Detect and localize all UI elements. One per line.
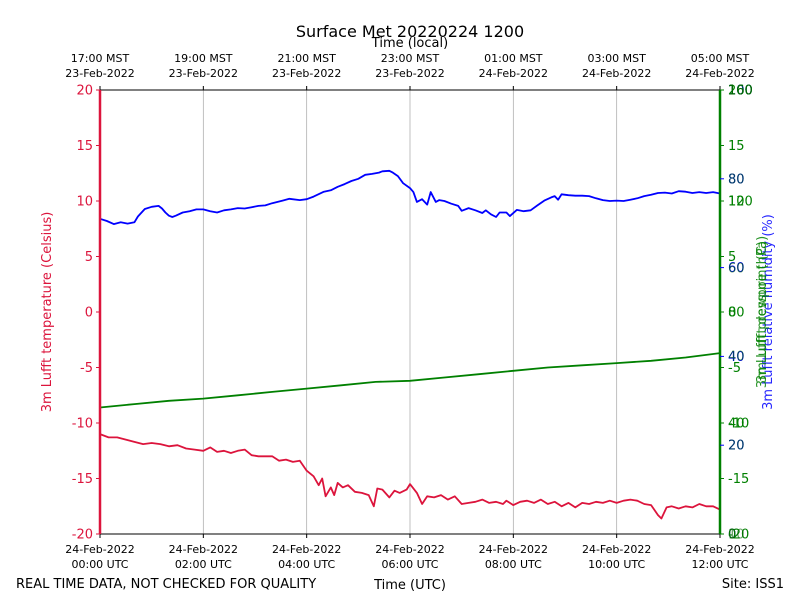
x-tick-label-date: 24-Feb-2022	[375, 543, 444, 556]
y-right-pressure-tick-label: 40	[728, 417, 745, 432]
y-right-overlap-tick-label: 0	[728, 528, 736, 543]
y-axis-right: -20-15-10-505101520020406080100040801201…	[718, 84, 776, 543]
y-right-dewpoint-tick-label: 15	[728, 139, 745, 154]
y-right-dewpoint-tick-label: 10	[728, 195, 745, 210]
x-tick-label-time: 12:00 UTC	[691, 558, 748, 571]
x-axis-utc: 24-Feb-2022 00:00 UTC 24-Feb-2022 02:00 UTC…	[65, 534, 755, 571]
y-left-tick-label: 0	[85, 306, 93, 321]
x-top-tick-label-date: 23-Feb-2022	[169, 67, 238, 80]
y-right-dewpoint-tick-label: 20	[728, 84, 745, 99]
y-axis-temperature: -20 -15 -10 -5 0 5 10 15 20 3m Lufft temperature …	[40, 84, 102, 543]
x-tick-label-time: 04:00 UTC	[278, 558, 335, 571]
y-left-tick-label: 10	[76, 195, 93, 210]
y-right-overlap-tick-label: 10	[728, 528, 745, 543]
y-right-humidity-tick-label: 40	[728, 350, 745, 365]
y-right-overlap-tick-label: 60	[728, 262, 745, 277]
x-tick-label-time: 08:00 UTC	[485, 558, 542, 571]
y-right-pressure-tick-label: 120	[728, 195, 753, 210]
y-right-pressure-tick-label: 160	[728, 84, 753, 99]
x-tick-label-date: 24-Feb-2022	[272, 543, 341, 556]
y-right-humidity-tick-label: 20	[728, 439, 745, 454]
series-layer	[99, 169, 721, 520]
top-axis-label: Time (local)	[371, 36, 448, 51]
y-left-tick-label: 5	[85, 250, 93, 265]
y-right-dewpoint-tick-label: -5	[728, 361, 741, 376]
y-right-pressure-tick-label: 0	[728, 528, 736, 543]
y-left-tick-label: -15	[72, 472, 93, 487]
x-top-tick-label-time: 01:00 MST	[484, 52, 543, 65]
y-right-axis-label-right1: 3m Lufft dewpoint (C)	[755, 241, 770, 383]
x-top-tick-label-date: 24-Feb-2022	[479, 67, 548, 80]
series-line-dewpoint	[99, 352, 721, 409]
y-right-dewpoint-tick-label: -20	[728, 528, 749, 543]
y-left-tick-label: 15	[76, 139, 93, 154]
y-right-humidity-tick-label: 60	[728, 261, 745, 276]
y-right-humidity-tick-label: 80	[728, 172, 745, 187]
y-right-overlap-tick-label: 80	[728, 173, 745, 188]
x-top-tick-label-time: 23:00 MST	[381, 52, 440, 65]
x-tick-label-date: 24-Feb-2022	[479, 543, 548, 556]
x-top-tick-label-date: 23-Feb-2022	[65, 67, 134, 80]
x-top-tick-label-date: 23-Feb-2022	[375, 67, 444, 80]
y-right-dewpoint-tick-label: 0	[728, 306, 736, 321]
x-axis-label: Time (UTC)	[373, 578, 446, 593]
x-top-tick-label-date: 23-Feb-2022	[272, 67, 341, 80]
series-line-temperature	[99, 433, 721, 520]
y-right-overlap-tick-label: 100	[728, 84, 753, 99]
y-left-tick-label: -10	[72, 417, 93, 432]
y-right-axis-label-right3: 3m Lufft pressure (hPa)	[755, 236, 770, 388]
x-top-tick-label-date: 24-Feb-2022	[685, 67, 754, 80]
vertical-gridlines	[202, 90, 618, 534]
y-left-tick-label: -20	[72, 528, 93, 543]
x-top-tick-label-time: 21:00 MST	[277, 52, 336, 65]
footer-site: Site: ISS1	[722, 577, 784, 592]
y-right-dewpoint-tick-label: 5	[728, 250, 736, 265]
y-right-humidity-tick-label: 100	[728, 84, 753, 99]
y-right-pressure-tick-label: 80	[728, 306, 745, 321]
x-tick-label-time: 00:00 UTC	[71, 558, 128, 571]
y-right-dewpoint-tick-label: -15	[728, 472, 749, 487]
y-left-axis-label: 3m Lufft temperature (Celsius)	[40, 212, 55, 413]
x-tick-label-time: 10:00 UTC	[588, 558, 645, 571]
y-left-tick-label: -5	[80, 361, 93, 376]
x-tick-label-date: 24-Feb-2022	[582, 543, 651, 556]
x-axis-local: 17:00 MST 23-Feb-2022 19:00 MST 23-Feb-2022…	[65, 52, 755, 90]
y-left-tick-label: 20	[76, 84, 93, 99]
footer-disclaimer: REAL TIME DATA, NOT CHECKED FOR QUALITY	[16, 577, 316, 592]
chart-title: Surface Met 20220224 1200	[296, 22, 524, 41]
x-tick-label-date: 24-Feb-2022	[65, 543, 134, 556]
x-tick-label-date: 24-Feb-2022	[685, 543, 754, 556]
x-tick-label-time: 02:00 UTC	[175, 558, 232, 571]
x-top-tick-label-time: 19:00 MST	[174, 52, 233, 65]
x-tick-label-time: 06:00 UTC	[381, 558, 438, 571]
y-right-dewpoint-tick-label: -10	[728, 417, 749, 432]
x-top-tick-label-date: 24-Feb-2022	[582, 67, 651, 80]
x-tick-label-date: 24-Feb-2022	[169, 543, 238, 556]
x-top-tick-label-time: 05:00 MST	[691, 52, 750, 65]
y-right-overlap-tick-label: 160	[728, 84, 753, 99]
x-top-tick-label-time: 17:00 MST	[71, 52, 130, 65]
y-right-humidity-tick-label: 0	[728, 528, 736, 543]
y-right-axis-label-right2: 3m Lufft relative humidity (%)	[761, 214, 776, 410]
x-top-tick-label-time: 03:00 MST	[587, 52, 646, 65]
series-line-relative_humidity	[99, 169, 721, 226]
y-right-overlap-tick-label: 20	[728, 439, 745, 454]
y-right-overlap-tick-label: 40	[728, 350, 745, 365]
